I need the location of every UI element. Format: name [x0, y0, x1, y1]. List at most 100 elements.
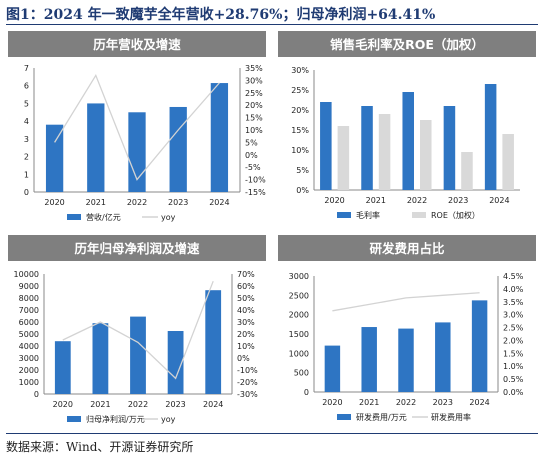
bar-secondary [420, 120, 432, 190]
bar-primary [210, 83, 229, 192]
right-axis-tick-label: 1.5% [503, 349, 524, 358]
right-axis-tick-label: 2.5% [503, 324, 524, 333]
bar-primary [320, 102, 332, 190]
left-axis-tick-label: 15% [291, 126, 309, 135]
x-axis-tick-label: 2020 [53, 400, 73, 409]
right-axis-tick-label: 0% [245, 151, 258, 160]
left-axis-tick-label: 5000 [19, 330, 39, 339]
legend-label: 研发费用率 [431, 412, 471, 422]
x-axis-tick-label: 2020 [44, 198, 64, 207]
line-series [332, 292, 480, 312]
left-axis-tick-label: 20% [291, 106, 309, 115]
x-axis-tick-label: 2020 [322, 398, 342, 407]
right-axis-tick-label: 10% [237, 342, 255, 351]
x-axis-tick-label: 2024 [203, 400, 223, 409]
rd-expense-chart-panel: 研发费用占比 0 500 1000 1500 2000 2500 3000 0.0% 0.5% 1.… [276, 234, 538, 432]
right-axis-tick-label: 30% [245, 76, 263, 85]
left-axis-tick-label: 3000 [289, 272, 309, 281]
right-axis-tick-label: -10% [245, 176, 266, 185]
net-profit-growth-chart: 历年归母净利润及增速 0 1000 2000 3000 4000 5000 6000 7000 8… [8, 235, 266, 424]
legend-swatch [337, 414, 351, 420]
x-axis-tick-label: 2022 [128, 400, 148, 409]
bar-primary [361, 106, 373, 190]
legend-label: 营收/亿元 [86, 212, 121, 222]
left-axis-tick-label: 3000 [19, 354, 39, 363]
right-axis-tick-label: 10% [245, 126, 263, 135]
left-axis-tick-label: 30% [291, 66, 309, 75]
chart-header [8, 31, 266, 57]
title-rule [6, 24, 538, 25]
left-axis-tick-label: 2 [24, 153, 29, 162]
left-axis-tick-label: 7000 [19, 306, 39, 315]
revenue-growth-chart: 历年营收及增速 0 1 2 3 4 5 6 7 -15% -10% -5% 0% 5% 10% 15% 20% 2… [8, 31, 266, 222]
right-axis-tick-label: -30% [237, 390, 258, 399]
x-axis-tick-label: 2021 [86, 198, 106, 207]
revenue-chart-panel: 历年营收及增速 0 1 2 3 4 5 6 7 -15% -10% -5% 0% 5% 10% 15% 20% 2… [6, 30, 268, 230]
left-axis-tick-label: 0% [296, 186, 309, 195]
right-axis-tick-label: -5% [245, 163, 261, 172]
right-axis-tick-label: -10% [237, 366, 258, 375]
bar-secondary [337, 126, 350, 190]
bar-primary [130, 316, 146, 394]
chart-header [278, 31, 536, 57]
left-axis-tick-label: 3 [24, 135, 29, 144]
left-axis-tick-label: 1000 [289, 349, 309, 358]
left-axis-tick-label: 9000 [19, 282, 39, 291]
left-axis-tick-label: 5 [24, 99, 29, 108]
right-axis-tick-label: 25% [245, 89, 263, 98]
x-axis-tick-label: 2024 [489, 196, 509, 205]
left-axis-tick-label: 10% [291, 146, 309, 155]
chart-header [278, 235, 536, 261]
legend-label: 归母净利润/万元 [86, 414, 145, 424]
x-axis-tick-label: 2022 [127, 198, 147, 207]
left-axis-tick-label: 0 [34, 390, 39, 399]
left-axis-tick-label: 4000 [19, 342, 39, 351]
x-axis-tick-label: 2023 [168, 198, 188, 207]
x-axis-tick-label: 2021 [359, 398, 379, 407]
left-axis-tick-label: 6000 [19, 318, 39, 327]
margin-roe-chart-panel: 销售毛利率及ROE（加权） 0% 5% 10% 15% 20% 25% 30% 2020 2021… [276, 30, 538, 230]
chart-title: 销售毛利率及ROE（加权） [330, 37, 484, 52]
line-series [62, 280, 214, 380]
legend-label: yoy [161, 213, 176, 222]
x-axis-tick-label: 2020 [324, 196, 344, 205]
bar-primary [435, 322, 451, 392]
legend-swatch [67, 416, 81, 422]
bar-primary [402, 92, 414, 190]
right-axis-tick-label: -20% [237, 378, 258, 387]
left-axis-tick-label: 2000 [289, 311, 309, 320]
figure-title: 图1：2024 年一致魔芋全年营收+28.76%；归母净利润+64.41% [6, 7, 436, 23]
x-axis-tick-label: 2024 [469, 398, 489, 407]
left-axis-tick-label: 1000 [19, 378, 39, 387]
bar-primary [443, 106, 456, 190]
x-axis-tick-label: 2023 [433, 398, 453, 407]
right-axis-tick-label: 60% [237, 282, 255, 291]
bar-primary [205, 290, 222, 394]
left-axis-tick-label: 2000 [19, 366, 39, 375]
legend-label: 毛利率 [356, 210, 380, 220]
bar-primary [45, 124, 64, 192]
left-axis-tick-label: 0 [304, 388, 309, 397]
right-axis-tick-label: 50% [237, 294, 255, 303]
right-axis-tick-label: 70% [237, 270, 255, 279]
chart-header [8, 235, 266, 261]
right-axis-tick-label: 40% [237, 306, 255, 315]
net-profit-chart-panel: 历年归母净利润及增速 0 1000 2000 3000 4000 5000 6000 7000 8… [6, 234, 268, 432]
left-axis-tick-label: 10000 [14, 270, 39, 279]
right-axis-tick-label: 5% [245, 138, 258, 147]
x-axis-tick-label: 2021 [90, 400, 110, 409]
margin-roe-chart: 销售毛利率及ROE（加权） 0% 5% 10% 15% 20% 25% 30% 2020 2021… [278, 31, 536, 220]
right-axis-tick-label: 0.5% [503, 375, 524, 384]
bar-primary [324, 345, 341, 392]
left-axis-tick-label: 1500 [289, 330, 309, 339]
left-axis-tick-label: 1 [24, 170, 29, 179]
left-axis-tick-label: 500 [294, 369, 309, 378]
left-axis-tick-label: 7 [24, 64, 29, 73]
right-axis-tick-label: 2.0% [503, 336, 524, 345]
bar-primary [167, 331, 184, 394]
right-axis-tick-label: 0% [237, 354, 250, 363]
right-axis-tick-label: 15% [245, 114, 263, 123]
left-axis-tick-label: 0 [24, 188, 29, 197]
legend-label: ROE（加权） [431, 210, 480, 220]
source-note: 数据来源：Wind、开源证券研究所 [6, 440, 194, 454]
